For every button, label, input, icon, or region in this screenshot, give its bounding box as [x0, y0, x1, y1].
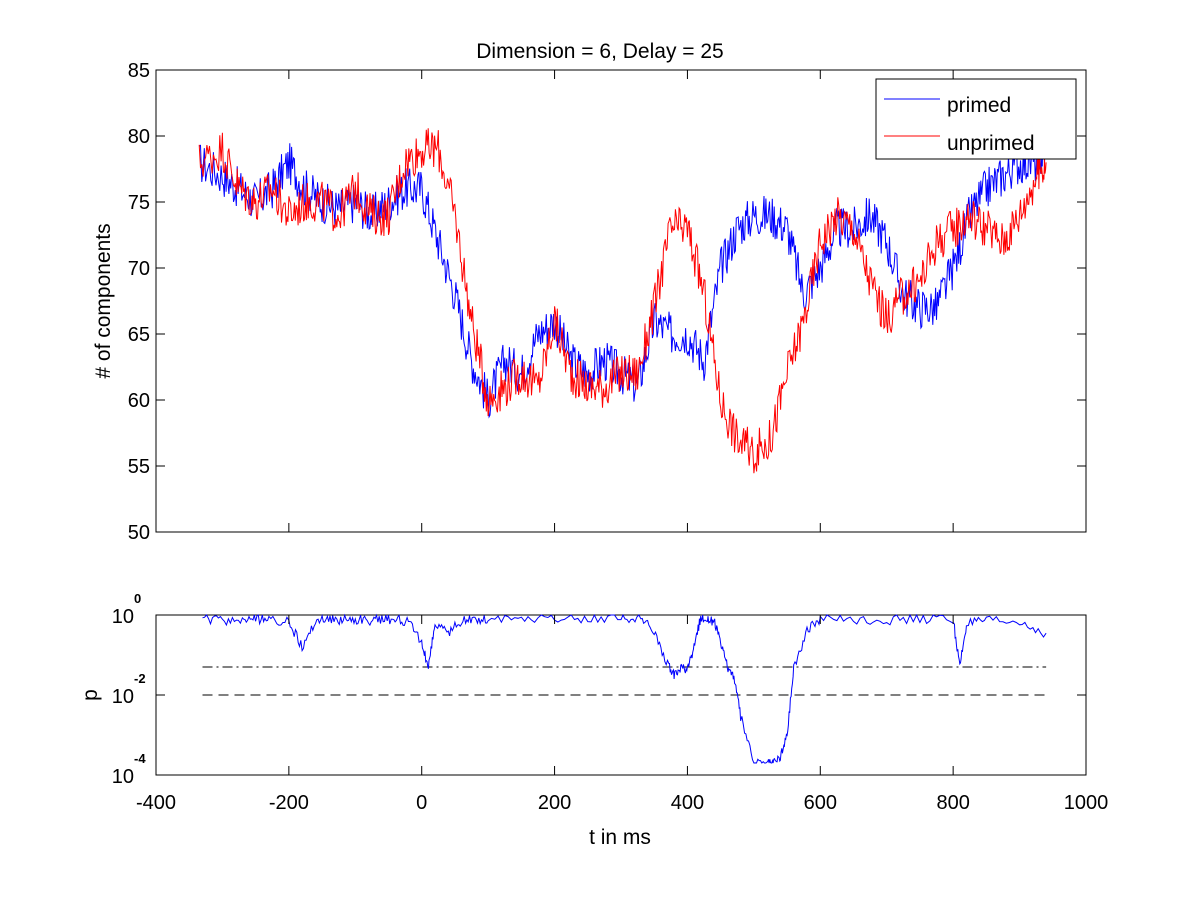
bottom-y-axis-label: p — [79, 689, 102, 701]
legend-entry-unprimed: unprimed — [947, 132, 1035, 155]
bottom-y-tick-base: 10 — [112, 686, 134, 708]
top-y-tick-label: 70 — [128, 258, 150, 280]
bottom-x-ticks: -400 -200 0 200 400 600 800 1000 — [136, 615, 1108, 814]
legend: primed unprimed — [875, 78, 1077, 160]
bottom-y-tick-exponent: 0 — [134, 591, 141, 606]
top-x-ticks — [155, 70, 1087, 532]
bottom-y-tick-exponent: -2 — [134, 671, 146, 686]
p-value-line — [202, 613, 1047, 764]
bottom-x-tick-label: -200 — [269, 792, 309, 814]
legend-entry-primed: primed — [947, 94, 1011, 117]
top-y-tick-label: 50 — [128, 522, 150, 544]
bottom-y-tick-base: 10 — [112, 766, 134, 788]
top-chart-title: Dimension = 6, Delay = 25 — [476, 40, 723, 63]
bottom-reference-lines — [202, 666, 1047, 696]
bottom-x-tick-label: 1000 — [1064, 792, 1109, 814]
bottom-x-axis-label: t in ms — [589, 826, 651, 849]
top-plot-frame — [155, 69, 1087, 533]
top-y-tick-label: 60 — [128, 390, 150, 412]
bottom-x-tick-label: 800 — [936, 792, 969, 814]
top-y-tick-label: 65 — [128, 324, 150, 346]
series-line-unprimed — [198, 128, 1047, 474]
top-y-tick-label: 55 — [128, 456, 150, 478]
legend-box — [875, 78, 1077, 160]
top-y-tick-label: 85 — [128, 60, 150, 82]
bottom-x-tick-label: 600 — [804, 792, 837, 814]
bottom-x-tick-label: 0 — [416, 792, 427, 814]
bottom-y-tick-exponent: -4 — [134, 751, 146, 766]
bottom-series-group — [202, 613, 1047, 764]
top-y-ticks: 50 55 60 65 70 75 80 85 — [128, 60, 1086, 544]
top-y-tick-label: 80 — [128, 126, 150, 148]
top-y-tick-label: 75 — [128, 192, 150, 214]
bottom-x-tick-label: -400 — [136, 792, 176, 814]
top-panel: Dimension = 6, Delay = 25 50 55 60 65 70 75 80… — [92, 40, 1087, 544]
bottom-y-tick-base: 10 — [112, 606, 134, 628]
bottom-x-tick-label: 200 — [538, 792, 571, 814]
top-series-group — [198, 128, 1047, 474]
bottom-x-tick-label: 400 — [671, 792, 704, 814]
top-y-axis-label: # of components — [92, 223, 115, 378]
series-line-primed — [198, 139, 1047, 419]
